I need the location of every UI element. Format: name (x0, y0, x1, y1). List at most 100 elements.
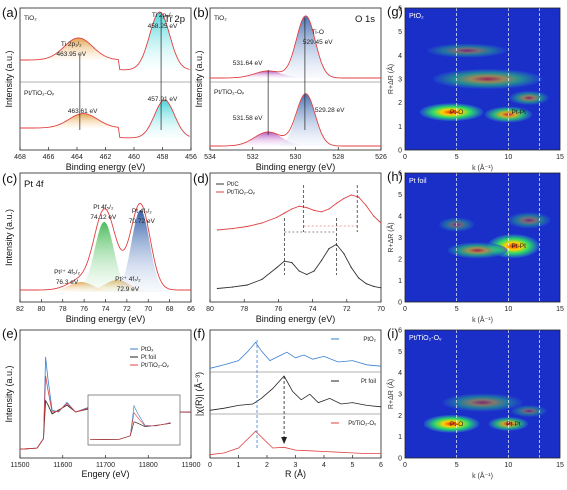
panel-i-ytick-label: 1 (398, 434, 402, 441)
panel-d-series-1 (217, 194, 382, 231)
panel-f-x-tick-label: 0 (208, 462, 212, 469)
panel-g-ytick-label: 2 (398, 100, 402, 107)
panel-a-x-tick-label: 464 (71, 154, 83, 161)
panel-d-point (313, 209, 315, 211)
panel-i-xtick-label: 15 (556, 462, 564, 469)
panel-a-x-tick-label: 462 (100, 154, 112, 161)
panel-d-point (320, 211, 323, 213)
panel-g-ytick-label: 3 (398, 77, 402, 84)
panel-h-frame (404, 172, 561, 303)
panel-b-sample-top: TiO₂ (214, 15, 227, 22)
panel-i-ytick-label: 2 (398, 413, 402, 420)
panel-f-x-tick-label: 5 (351, 462, 355, 469)
panel-b-ann: Ti-O (312, 29, 324, 36)
panel-f-x-tick-label: 3 (294, 462, 298, 469)
panel-h-ytick-label: 4 (398, 214, 402, 221)
panel-c-ann: 70.72 eV (129, 218, 156, 225)
panel-b-x-tick-label: 526 (375, 154, 387, 161)
panel-d-point (365, 204, 367, 207)
panel-c-ann: 72.9 eV (117, 286, 140, 293)
panel-i-mark: Pt-Pt (506, 421, 521, 428)
panel-c-ann: Pt 4f₇/₂ (132, 208, 152, 215)
panel-f-legend-label: Pt/TiO₂-Oᵥ (348, 421, 376, 427)
panel-e-inset (87, 394, 181, 446)
panel-f-series-0 (209, 341, 382, 369)
panel-i-blob (488, 416, 529, 431)
panel-h-xlabel: k (Å⁻¹) (472, 315, 493, 324)
panel-h-ytick-label: 0 (398, 300, 402, 307)
panel-c-ylabel: Intensity (a.u.) (4, 209, 14, 266)
panel-b-x-tick-label: 530 (290, 154, 302, 161)
panel-d-point (372, 215, 375, 217)
panel-i-ytick-label: 5 (398, 349, 402, 356)
panel-c-x-tick-label: 80 (37, 306, 45, 313)
panel-i-xtick-label: 5 (455, 462, 459, 469)
panel-c-ann: 74.12 eV (90, 214, 117, 221)
panel-i-ytick-label: 6 (398, 328, 402, 335)
panel-c-x-tick-label: 68 (166, 306, 174, 313)
panel-e-legend-label: Pt/TiO₂-Oᵥ (141, 363, 169, 369)
panel-b-ann: 531.58 eV (233, 115, 263, 122)
panel-a-top-envelope (20, 11, 190, 71)
panel-g-title: PtO₂ (409, 13, 424, 20)
panel-h-ytick-label: 3 (398, 235, 402, 242)
panel-f-series-2 (209, 430, 381, 456)
panel-b-ann: 529.45 eV (303, 39, 333, 46)
panel-e-x-tick-label: 11900 (182, 462, 201, 469)
panel-h-xtick-label: 10 (504, 306, 512, 313)
panel-c-x-tick-label: 70 (144, 306, 152, 313)
panel-d-point (328, 208, 330, 210)
panel-f-label: (f) (193, 326, 205, 341)
panel-d-frame (209, 172, 382, 303)
panel-a-ann: 463.61 eV (68, 108, 98, 115)
panel-f-x-tick-label: 1 (237, 462, 241, 469)
panel-d-point (306, 207, 308, 209)
panel-h-xtick-label: 0 (403, 306, 407, 313)
panel-f-arrow (281, 437, 288, 444)
panel-i-blob (511, 405, 547, 418)
panel-h-ytick-label: 2 (398, 257, 402, 264)
panel-g-ylabel: R+ΔR (Å) (386, 64, 395, 94)
panel-a-title: Ti 2p (164, 14, 185, 25)
panel-i-ytick-label: 0 (398, 456, 402, 463)
panel-g-blob (509, 90, 549, 105)
panel-d-point (358, 277, 360, 279)
panel-f-xlabel: R (Å) (285, 469, 306, 479)
panel-d-point (380, 222, 382, 224)
panel-c-x-tick-label: 74 (102, 306, 110, 313)
panel-b-x-tick-label: 528 (332, 154, 344, 161)
panel-d-point (313, 270, 315, 272)
panel-d-point (306, 273, 308, 276)
panel-g-blob (419, 103, 484, 122)
panel-b-label: (b) (193, 5, 209, 20)
panel-c-ann: Pt²⁺ 4f₅/₂ (54, 269, 80, 276)
panel-a-x-tick-label: 466 (43, 154, 55, 161)
panel-c-x-tick-label: 66 (187, 306, 195, 313)
panel-e-x-tick-label: 11500 (11, 462, 30, 469)
panel-b-x-tick-label: 532 (247, 154, 259, 161)
panel-c-x-tick-label: 76 (80, 306, 88, 313)
panel-g-xtick-label: 0 (403, 154, 407, 161)
panel-a-x-tick-label: 458 (157, 154, 169, 161)
panel-d-point (350, 194, 352, 196)
panel-h-title: Pt foil (409, 178, 427, 185)
panel-d-legend-label: Pt/TiO₂-Oᵥ (227, 190, 255, 196)
panel-c-label: (c) (2, 171, 17, 186)
panel-c-title: Pt 4f (24, 179, 44, 190)
panel-a-x-tick-label: 460 (128, 154, 140, 161)
panel-a-sample-bottom: Pt/TiO₂-Oᵥ (24, 90, 55, 97)
panel-f-legend-label: PtO₂ (363, 337, 376, 343)
panel-g-ytick-label: 1 (398, 124, 402, 131)
panel-d-point (231, 286, 233, 288)
panel-a-ann: Ti 2p₁/₂ (61, 41, 82, 48)
panel-a-bottom-ti2p32-peak (119, 100, 191, 138)
panel-a-bottom-ti2p12-peak (34, 113, 127, 128)
panel-d-point (276, 266, 278, 269)
panel-d-point (298, 205, 300, 207)
panel-f-ylabel: |χ(R)| (Å⁻³) (194, 372, 204, 416)
panel-e-inset-series (89, 411, 171, 440)
panel-i-xlabel: k (Å⁻¹) (472, 471, 493, 480)
panel-g-ytick-label: 0 (398, 148, 402, 155)
panel-a-x-tick-label: 456 (185, 154, 197, 161)
panel-d-point (343, 197, 345, 200)
